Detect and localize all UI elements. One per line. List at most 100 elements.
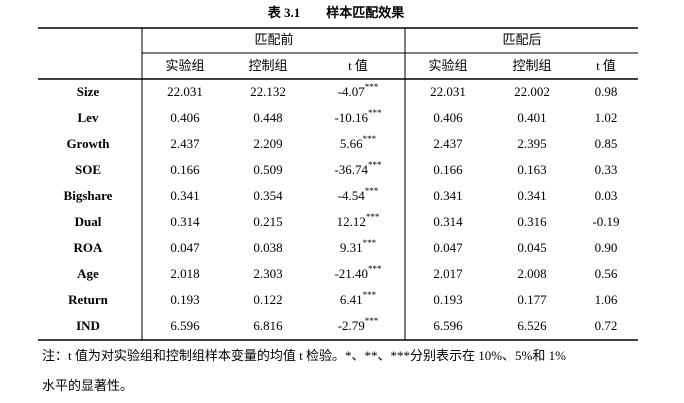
- cell-value: 0.215: [253, 214, 282, 229]
- cell-value: 0.341: [433, 188, 462, 203]
- row-label: SOE: [75, 162, 101, 177]
- cell-value: 0.163: [517, 162, 546, 177]
- row-label: Age: [77, 266, 99, 281]
- column-header: t 值: [596, 58, 616, 73]
- cell-value: -36.74: [334, 162, 368, 177]
- cell-value: 22.031: [167, 84, 203, 99]
- t-value: 9.31***: [340, 238, 377, 255]
- cell-value: 0.448: [253, 110, 282, 125]
- cell-value: 0.047: [433, 240, 463, 255]
- t-value: -36.74***: [334, 160, 382, 177]
- cell-value: 0.85: [595, 136, 618, 151]
- cell-value: 2.017: [433, 266, 463, 281]
- cell-value: 0.354: [253, 188, 283, 203]
- cell-value: 0.193: [433, 292, 462, 307]
- cell-value: 6.526: [517, 318, 547, 333]
- t-value: 12.12***: [337, 212, 380, 229]
- cell-value: -0.19: [592, 214, 619, 229]
- t-value: -2.79***: [338, 316, 379, 333]
- row-label: ROA: [74, 240, 104, 255]
- cell-value: 0.509: [253, 162, 282, 177]
- cell-value: 22.031: [430, 84, 466, 99]
- column-header: t 值: [348, 58, 368, 73]
- t-value: -21.40***: [334, 264, 382, 281]
- cell-value: 0.314: [433, 214, 463, 229]
- cell-value: 0.98: [595, 84, 618, 99]
- cell-value: 0.56: [595, 266, 618, 281]
- column-header: 实验组: [165, 58, 204, 73]
- cell-value: 0.038: [253, 240, 282, 255]
- row-label: Bigshare: [64, 188, 113, 203]
- cell-value: 0.401: [517, 110, 546, 125]
- row-label: IND: [76, 318, 100, 333]
- significance: ***: [365, 82, 379, 92]
- significance: ***: [368, 160, 382, 170]
- significance: ***: [368, 108, 382, 118]
- cell-value: -4.07: [338, 84, 366, 99]
- cell-value: 0.90: [595, 240, 618, 255]
- cell-value: 1.02: [595, 110, 618, 125]
- cell-value: 0.341: [170, 188, 199, 203]
- t-value: 6.41***: [340, 290, 377, 307]
- cell-value: 2.437: [433, 136, 463, 151]
- cell-value: 0.166: [433, 162, 463, 177]
- cell-value: 0.166: [170, 162, 200, 177]
- cell-value: 0.341: [517, 188, 546, 203]
- significance: ***: [365, 186, 379, 196]
- cell-value: 5.66: [340, 136, 363, 151]
- note: 注：t 值为对实验组和控制组样本变量的均值 t 检验。*、**、***分别表示在…: [42, 348, 566, 363]
- group-header: 匹配前: [254, 32, 293, 47]
- group-header: 匹配后: [502, 32, 541, 47]
- row-label: Lev: [78, 110, 99, 125]
- cell-value: 2.209: [253, 136, 282, 151]
- t-value: -4.54***: [338, 186, 379, 203]
- cell-value: 0.177: [517, 292, 547, 307]
- significance: ***: [363, 290, 377, 300]
- column-header: 控制组: [512, 58, 551, 73]
- cell-value: 0.045: [517, 240, 546, 255]
- cell-value: 0.33: [595, 162, 618, 177]
- cell-value: 6.596: [170, 318, 200, 333]
- cell-value: 0.72: [595, 318, 618, 333]
- cell-value: 0.406: [433, 110, 463, 125]
- cell-value: 6.41: [340, 292, 363, 307]
- cell-value: 2.395: [517, 136, 546, 151]
- cell-value: 2.018: [170, 266, 199, 281]
- table-title: 表 3.1 样本匹配效果: [267, 5, 405, 20]
- t-value: 5.66***: [340, 134, 377, 151]
- cell-value: 2.437: [170, 136, 200, 151]
- cell-value: -4.54: [338, 188, 366, 203]
- cell-value: 9.31: [340, 240, 363, 255]
- significance: ***: [363, 134, 377, 144]
- cell-value: 0.047: [170, 240, 200, 255]
- row-label: Return: [68, 292, 108, 307]
- cell-value: 0.316: [517, 214, 547, 229]
- cell-value: 0.03: [595, 188, 618, 203]
- cell-value: 6.816: [253, 318, 283, 333]
- cell-value: 2.303: [253, 266, 282, 281]
- column-header: 控制组: [248, 58, 287, 73]
- significance: ***: [363, 238, 377, 248]
- significance: ***: [366, 212, 380, 222]
- cell-value: 6.596: [433, 318, 463, 333]
- cell-value: 0.314: [170, 214, 200, 229]
- cell-value: -21.40: [334, 266, 368, 281]
- cell-value: 0.406: [170, 110, 200, 125]
- significance: ***: [368, 264, 382, 274]
- row-label: Size: [77, 84, 100, 99]
- row-label: Growth: [66, 136, 110, 151]
- significance: ***: [365, 316, 379, 326]
- cell-value: 12.12: [337, 214, 366, 229]
- cell-value: 0.122: [253, 292, 282, 307]
- cell-value: 1.06: [595, 292, 618, 307]
- cell-value: 22.132: [250, 84, 286, 99]
- t-value: -4.07***: [338, 82, 379, 99]
- note: 水平的显著性。: [42, 378, 133, 393]
- cell-value: -2.79: [338, 318, 365, 333]
- cell-value: 0.193: [170, 292, 199, 307]
- row-label: Dual: [75, 214, 102, 229]
- cell-value: 2.008: [517, 266, 546, 281]
- cell-value: 22.002: [514, 84, 550, 99]
- cell-value: -10.16: [334, 110, 368, 125]
